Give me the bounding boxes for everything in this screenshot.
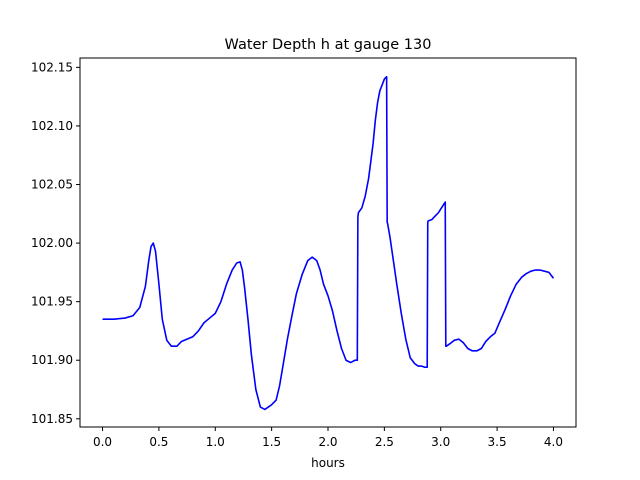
x-tick-label: 2.5 xyxy=(375,435,394,449)
y-tick-label: 101.95 xyxy=(31,295,73,309)
y-tick-label: 101.85 xyxy=(31,412,73,426)
x-axis: 0.0 0.5 1.0 1.5 2.0 2.5 3.0 3.5 4.0 xyxy=(93,427,563,449)
x-tick-label: 3.5 xyxy=(488,435,507,449)
y-tick-label: 102.00 xyxy=(31,236,73,250)
y-tick-label: 102.10 xyxy=(31,119,73,133)
x-tick-label: 3.0 xyxy=(431,435,450,449)
x-axis-label: hours xyxy=(311,456,345,470)
series-line xyxy=(102,75,555,411)
series-layer xyxy=(102,75,555,411)
y-axis: 101.85 101.90 101.95 102.00 102.05 102.10 102.… xyxy=(31,60,80,426)
x-tick-label: 2.0 xyxy=(318,435,337,449)
x-tick-label: 1.5 xyxy=(262,435,281,449)
x-tick-label: 0.5 xyxy=(149,435,168,449)
chart-title: Water Depth h at gauge 130 xyxy=(225,37,432,53)
axes-frame xyxy=(79,57,577,428)
y-tick-label: 102.05 xyxy=(31,178,73,192)
y-tick-label: 102.15 xyxy=(31,60,73,74)
y-tick-label: 101.90 xyxy=(31,353,73,367)
x-tick-label: 4.0 xyxy=(544,435,563,449)
x-tick-label: 0.0 xyxy=(93,435,112,449)
x-tick-label: 1.0 xyxy=(206,435,225,449)
